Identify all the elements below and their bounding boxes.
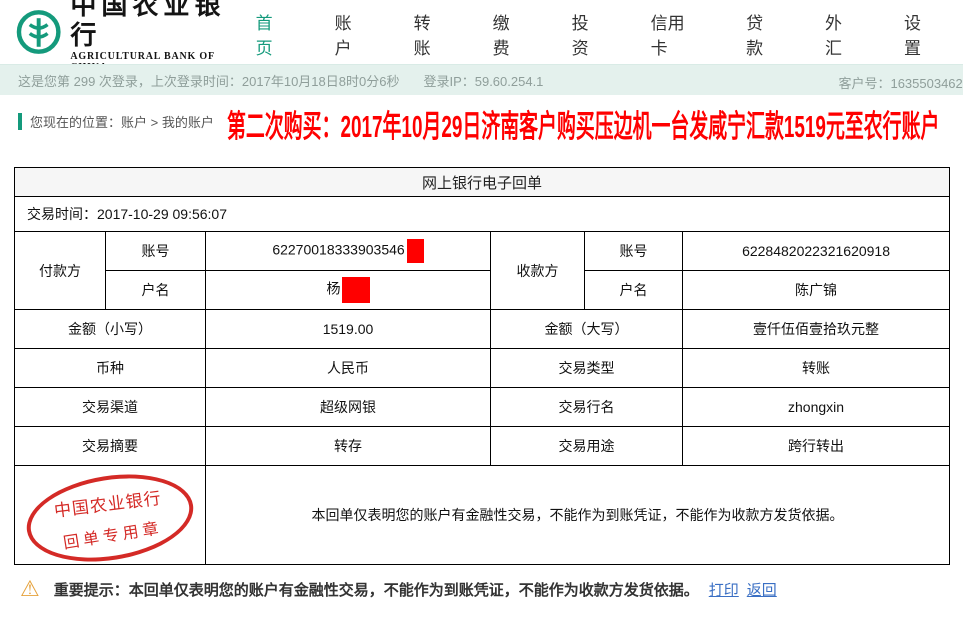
payer-account-label: 账号: [105, 231, 206, 271]
footer-warning-row: ⚠ 重要提示：本回单仅表明您的账户有金融性交易，不能作为到账凭证，不能作为收款方…: [20, 578, 963, 600]
important-notice-text: 重要提示：本回单仅表明您的账户有金融性交易，不能作为到账凭证，不能作为收款方发货…: [53, 581, 699, 599]
nav-item-accounts[interactable]: 账户: [334, 13, 352, 58]
main-nav: 首页 账户 转账 缴费 投资 信用卡 贷款 外汇 设置: [253, 0, 939, 77]
payer-side-label: 付款方: [14, 231, 106, 310]
payer-name-value: 杨: [205, 270, 491, 310]
channel-value: 超级网银: [205, 387, 491, 427]
redaction-block: [341, 277, 370, 303]
purpose-value: 跨行转出: [681, 426, 951, 466]
bank-name-cn: 中国农业银行: [70, 0, 226, 50]
payee-side-label: 收款方: [490, 231, 585, 310]
nav-item-forex[interactable]: 外汇: [825, 13, 843, 58]
transaction-type-value: 转账: [681, 348, 951, 388]
redaction-block: [406, 239, 424, 263]
print-link[interactable]: 打印: [708, 581, 739, 599]
red-annotation-text: 第二次购买：2017年10月29日济南客户购买压边机一台发咸宁汇款1519元至农…: [227, 109, 940, 144]
nav-item-loans[interactable]: 贷款: [746, 13, 764, 58]
transaction-type-label: 交易类型: [490, 348, 683, 388]
amount-words-label: 金额（大写）: [490, 309, 683, 349]
amount-words-value: 壹仟伍佰壹拾玖元整: [681, 309, 951, 349]
abc-bank-logo-icon: [16, 10, 61, 54]
bank-name-value: zhongxin: [681, 387, 951, 427]
nav-item-settings[interactable]: 设置: [904, 13, 922, 58]
payer-name-label: 户名: [105, 270, 206, 310]
breadcrumb-accent-bar: [18, 112, 22, 130]
transaction-time: 交易时间：2017-10-29 09:56:07: [13, 196, 951, 232]
currency-label: 币种: [14, 348, 206, 388]
channel-label: 交易渠道: [14, 387, 206, 427]
warning-triangle-icon: ⚠: [20, 576, 40, 601]
amount-figures-value: 1519.00: [205, 309, 491, 349]
breadcrumb: 您现在的位置：账户 > 我的账户: [30, 114, 214, 130]
purpose-label: 交易用途: [490, 426, 683, 466]
payee-name-label: 户名: [584, 270, 683, 310]
receipt-note: 本回单仅表明您的账户有金融性交易，不能作为到账凭证，不能作为收款方发货依据。: [204, 465, 951, 565]
nav-item-transfer[interactable]: 转账: [413, 13, 431, 58]
payee-account-label: 账号: [584, 231, 683, 271]
nav-item-credit-card[interactable]: 信用卡: [650, 13, 685, 58]
breadcrumb-row: 您现在的位置：账户 > 我的账户: [0, 95, 963, 147]
app-header: 中国农业银行 AGRICULTURAL BANK OF CHINA 首页 账户 …: [0, 0, 963, 77]
bank-brand: 中国农业银行 AGRICULTURAL BANK OF CHINA: [16, 0, 254, 73]
summary-label: 交易摘要: [14, 426, 206, 466]
payer-account-value: 62270018333903546: [205, 231, 491, 271]
receipt-title: 网上银行电子回单: [13, 167, 951, 197]
login-ip-text: 登录IP：59.60.254.1: [423, 73, 544, 89]
summary-value: 转存: [205, 426, 491, 466]
back-link[interactable]: 返回: [746, 581, 777, 599]
stamp-line2: 回单专用章: [62, 519, 164, 552]
currency-value: 人民币: [205, 348, 491, 388]
login-session-text: 这是您第 299 次登录，上次登录时间：2017年10月18日8时0分6秒: [18, 73, 400, 89]
login-info-bar: 这是您第 299 次登录，上次登录时间：2017年10月18日8时0分6秒 登录…: [0, 64, 963, 95]
e-receipt-table: 网上银行电子回单 交易时间：2017-10-29 09:56:07 付款方 账号…: [13, 167, 951, 565]
receipt-stamp: 中国农业银行 回单专用章: [20, 466, 200, 564]
amount-figures-label: 金额（小写）: [14, 309, 206, 349]
payee-account-value: 6228482022321620918: [681, 231, 951, 271]
customer-number-text: 客户号：16355034621: [838, 76, 963, 91]
nav-item-payments[interactable]: 缴费: [492, 13, 510, 58]
stamp-cell: 中国农业银行 回单专用章: [14, 465, 206, 565]
payee-name-value: 陈广锦: [681, 270, 951, 310]
nav-item-investment[interactable]: 投资: [571, 13, 589, 58]
bank-name-label: 交易行名: [490, 387, 683, 427]
